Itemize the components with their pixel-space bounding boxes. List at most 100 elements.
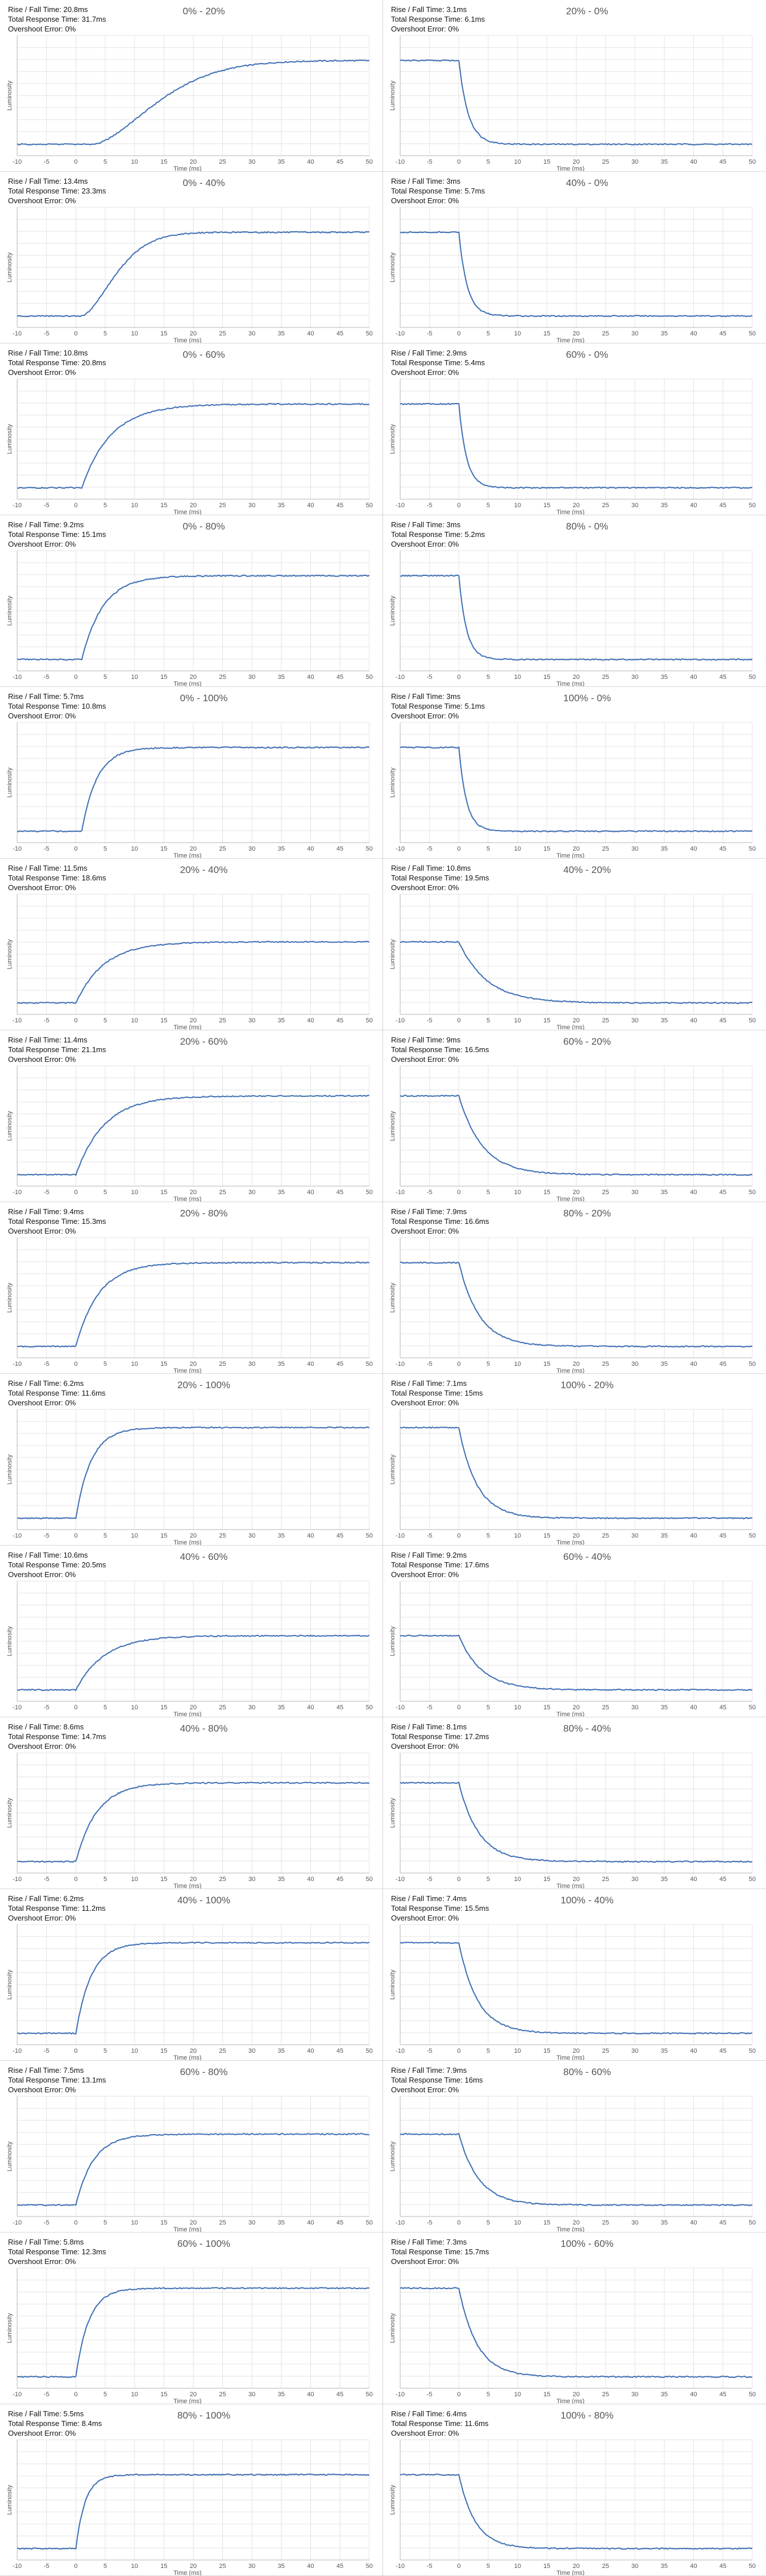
luminosity-series-line bbox=[17, 746, 369, 832]
x-tick-label: 5 bbox=[487, 2563, 490, 2570]
rise-fall-time-text: Rise / Fall Time: 3ms bbox=[391, 692, 461, 701]
x-tick-label: 0 bbox=[74, 1532, 77, 1539]
x-tick-label: -10 bbox=[396, 2391, 405, 2398]
x-tick-label: 10 bbox=[131, 1361, 138, 1368]
overshoot-error-text: Overshoot Error: 0% bbox=[391, 1914, 459, 1922]
x-tick-label: 20 bbox=[572, 159, 579, 165]
x-tick-label: 40 bbox=[307, 1532, 314, 1539]
x-tick-label: 35 bbox=[278, 846, 285, 852]
overshoot-error-text: Overshoot Error: 0% bbox=[8, 196, 76, 205]
x-tick-label: 30 bbox=[631, 846, 638, 852]
x-tick-label: -10 bbox=[396, 1876, 405, 1883]
x-tick-label: 5 bbox=[487, 159, 490, 165]
chart-panel: -10 -5 0 5 10 15 20 25 30 35 40 45 50 Time (ms) Lumino… bbox=[383, 1889, 766, 2061]
rise-fall-time-text: Rise / Fall Time: 20.8ms bbox=[8, 5, 88, 14]
x-tick-label: 15 bbox=[160, 1876, 167, 1883]
y-axis-label: Luminosity bbox=[389, 1282, 396, 1313]
x-tick-label: 15 bbox=[543, 502, 550, 509]
x-tick-label: 20 bbox=[189, 1189, 196, 1196]
luminosity-series-line bbox=[17, 1634, 370, 1691]
stats-block: Rise / Fall Time: 10.8ms Total Response T… bbox=[391, 863, 489, 892]
overshoot-error-text: Overshoot Error: 0% bbox=[391, 2085, 459, 2094]
total-response-time-text: Total Response Time: 15ms bbox=[391, 1389, 483, 1397]
luminosity-chart: -10 -5 0 5 10 15 20 25 30 35 40 45 50 Time (ms) Lumino… bbox=[6, 1581, 373, 1717]
x-tick-label: 35 bbox=[661, 1017, 668, 1024]
x-tick-label: 30 bbox=[248, 502, 255, 509]
rise-fall-time-text: Rise / Fall Time: 7.9ms bbox=[391, 1207, 467, 1216]
x-axis-label: Time (ms) bbox=[556, 2055, 585, 2061]
luminosity-chart: -10 -5 0 5 10 15 20 25 30 35 40 45 50 Time (ms) Lumino… bbox=[6, 2439, 373, 2576]
x-tick-label: 40 bbox=[690, 1189, 697, 1196]
x-tick-label: 35 bbox=[661, 1361, 668, 1368]
stats-block: Rise / Fall Time: 10.8ms Total Response T… bbox=[8, 348, 106, 377]
x-axis-label: Time (ms) bbox=[173, 2055, 202, 2061]
chart-panel: -10 -5 0 5 10 15 20 25 30 35 40 45 50 Time (ms) Lumino… bbox=[0, 1546, 383, 1717]
luminosity-series-line bbox=[400, 1634, 753, 1691]
overshoot-error-text: Overshoot Error: 0% bbox=[391, 1398, 459, 1407]
x-tick-label: -10 bbox=[13, 1017, 22, 1024]
x-tick-label: 15 bbox=[160, 2048, 167, 2055]
x-tick-label: -10 bbox=[13, 1189, 22, 1196]
x-tick-label: 30 bbox=[248, 674, 255, 681]
x-tick-label: 50 bbox=[749, 1189, 756, 1196]
stats-block: Rise / Fall Time: 5.7ms Total Response Ti… bbox=[8, 692, 106, 721]
x-tick-label: -10 bbox=[13, 674, 22, 681]
x-tick-label: 45 bbox=[720, 330, 726, 337]
stats-block: Rise / Fall Time: 3ms Total Response Time… bbox=[391, 520, 485, 549]
x-tick-label: 25 bbox=[602, 846, 609, 852]
x-tick-label: 50 bbox=[749, 1361, 756, 1368]
x-tick-label: 30 bbox=[248, 2563, 255, 2570]
total-response-time-text: Total Response Time: 11.6ms bbox=[8, 1389, 106, 1397]
x-tick-label: 30 bbox=[631, 1704, 638, 1711]
luminosity-series-line bbox=[17, 60, 370, 145]
x-tick-label: 45 bbox=[720, 2219, 726, 2226]
chart-panel: -10 -5 0 5 10 15 20 25 30 35 40 45 50 Time (ms) Lumino… bbox=[0, 343, 383, 515]
chart-panel: -10 -5 0 5 10 15 20 25 30 35 40 45 50 Time (ms) Lumino… bbox=[383, 1546, 766, 1717]
x-tick-label: 30 bbox=[631, 2048, 638, 2055]
x-tick-label: 30 bbox=[631, 502, 638, 509]
chart-panel: -10 -5 0 5 10 15 20 25 30 35 40 45 50 Time (ms) Lumino… bbox=[383, 2233, 766, 2404]
chart-panel: -10 -5 0 5 10 15 20 25 30 35 40 45 50 Time (ms) Lumino… bbox=[0, 515, 383, 687]
luminosity-chart: -10 -5 0 5 10 15 20 25 30 35 40 45 50 Time (ms) Lumino… bbox=[389, 1065, 756, 1202]
x-tick-label: 15 bbox=[543, 1189, 550, 1196]
x-axis-label: Time (ms) bbox=[173, 681, 202, 687]
x-tick-label: 50 bbox=[749, 159, 756, 165]
luminosity-series-line bbox=[400, 1941, 753, 2034]
x-tick-label: 50 bbox=[749, 2391, 756, 2398]
x-tick-label: 35 bbox=[278, 2391, 285, 2398]
x-axis-label: Time (ms) bbox=[173, 2570, 202, 2576]
x-tick-label: -10 bbox=[13, 2219, 22, 2226]
x-tick-label: 25 bbox=[219, 1532, 226, 1539]
chart-panel: -10 -5 0 5 10 15 20 25 30 35 40 45 50 Time (ms) Lumino… bbox=[383, 859, 766, 1030]
x-tick-label: 20 bbox=[572, 1017, 579, 1024]
x-tick-label: 0 bbox=[457, 1532, 460, 1539]
x-tick-label: -5 bbox=[427, 1532, 432, 1539]
x-tick-label: 0 bbox=[457, 159, 460, 165]
y-axis-label: Luminosity bbox=[6, 1797, 13, 1828]
chart-panel: -10 -5 0 5 10 15 20 25 30 35 40 45 50 Time (ms) Lumino… bbox=[0, 859, 383, 1030]
y-axis-label: Luminosity bbox=[389, 2313, 396, 2343]
x-tick-label: 25 bbox=[219, 1189, 226, 1196]
luminosity-series-line bbox=[400, 1781, 753, 1863]
y-axis-label: Luminosity bbox=[6, 767, 13, 797]
x-tick-label: -10 bbox=[13, 159, 22, 165]
x-tick-label: 0 bbox=[74, 1017, 77, 1024]
stats-block: Rise / Fall Time: 8.1ms Total Response Ti… bbox=[391, 1722, 489, 1751]
x-tick-label: 35 bbox=[278, 159, 285, 165]
x-tick-label: 0 bbox=[457, 330, 460, 337]
x-axis-label: Time (ms) bbox=[173, 852, 202, 859]
x-tick-label: 15 bbox=[543, 2563, 550, 2570]
luminosity-chart: -10 -5 0 5 10 15 20 25 30 35 40 45 50 Time (ms) Lumino… bbox=[389, 550, 756, 686]
x-tick-label: 25 bbox=[602, 2219, 609, 2226]
x-tick-label: 20 bbox=[189, 330, 196, 337]
x-tick-label: 50 bbox=[366, 1361, 373, 1368]
overshoot-error-text: Overshoot Error: 0% bbox=[8, 1227, 76, 1235]
x-tick-label: 35 bbox=[661, 2391, 668, 2398]
stats-block: Rise / Fall Time: 13.4ms Total Response T… bbox=[8, 176, 106, 206]
stats-block: Rise / Fall Time: 7.9ms Total Response Ti… bbox=[391, 2065, 483, 2095]
x-tick-label: -5 bbox=[44, 674, 49, 681]
x-tick-label: -10 bbox=[396, 1017, 405, 1024]
x-tick-label: 25 bbox=[219, 330, 226, 337]
x-axis-label: Time (ms) bbox=[173, 1883, 202, 1889]
x-tick-label: 30 bbox=[631, 1189, 638, 1196]
